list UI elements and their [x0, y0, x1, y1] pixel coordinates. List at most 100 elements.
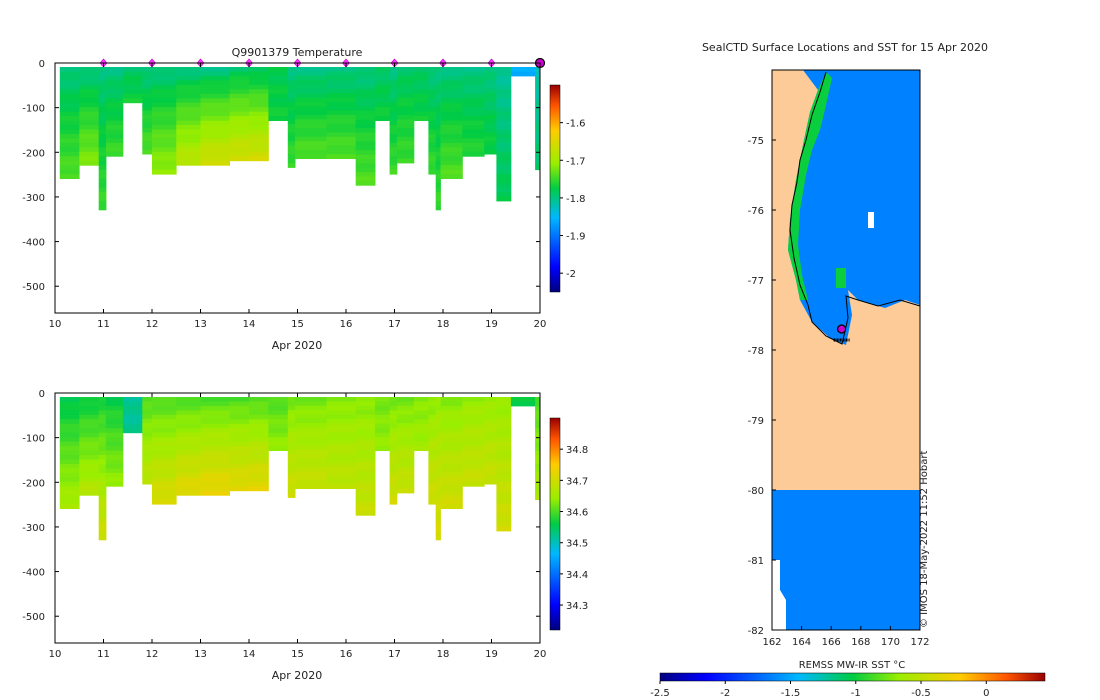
profile-cell: [435, 160, 441, 166]
profile-cell: [287, 71, 296, 77]
sst-colorbar-tick-label: -0.5: [911, 688, 931, 699]
profile-cell: [59, 89, 80, 95]
profile-cell: [496, 116, 512, 121]
profile-cell: [79, 160, 100, 166]
profile-cell: [249, 134, 269, 139]
profile-cell: [428, 481, 437, 487]
profile-cell: [496, 84, 512, 90]
profile-cell: [176, 481, 201, 487]
profile-cell: [326, 84, 357, 90]
profile-cell: [428, 138, 437, 144]
profile-cell: [435, 397, 441, 402]
profile-cell: [326, 401, 357, 407]
profile-cell: [389, 419, 398, 425]
profile-cell: [375, 111, 390, 117]
profile-cell: [79, 67, 100, 72]
profile-cell: [98, 80, 107, 86]
profile-cell: [98, 67, 107, 72]
profile-cell: [268, 102, 289, 108]
profile-cell: [355, 110, 376, 116]
profile-cell: [295, 141, 327, 146]
profile-cell: [200, 437, 230, 443]
profile-cell: [355, 159, 376, 164]
profile-cell: [440, 102, 463, 108]
profile-cell: [389, 134, 398, 139]
profile-cell: [355, 454, 376, 459]
profile-cell: [152, 165, 177, 171]
x-tick-label: 20: [534, 319, 547, 330]
profile-cell: [79, 464, 100, 469]
profile-cell: [152, 111, 177, 117]
profile-cell: [535, 165, 541, 171]
profile-cell: [200, 89, 230, 95]
profile-cell: [355, 106, 376, 112]
profile-cell: [249, 71, 269, 77]
profile-cell: [98, 89, 107, 95]
profile-cell: [355, 401, 376, 407]
sst-colorbar-tick-label: -1: [851, 688, 861, 699]
profile-cell: [535, 397, 541, 402]
profile-cell: [435, 192, 441, 197]
profile-cell: [152, 468, 177, 474]
profile-cell: [79, 125, 100, 130]
profile-cell: [440, 93, 463, 99]
profile-cell: [435, 98, 441, 104]
profile-cell: [295, 458, 327, 463]
profile-cell: [142, 462, 153, 468]
profile-cell: [142, 440, 153, 446]
map-title: SealCTD Surface Locations and SST for 15…: [702, 41, 988, 54]
x-tick-label: 16: [340, 319, 353, 330]
profile-cell: [249, 464, 269, 469]
profile-cell: [142, 410, 153, 415]
profile-cell: [435, 174, 441, 179]
profile-cell: [326, 136, 357, 142]
profile-cell: [428, 459, 437, 465]
profile-cell: [462, 419, 485, 425]
profile-cell: [440, 156, 463, 162]
profile-cell: [428, 477, 437, 483]
profile-cell: [295, 101, 327, 107]
profile-cell: [105, 120, 124, 126]
profile-cell: [535, 129, 541, 135]
profile-cell: [98, 183, 107, 188]
profile-cell: [249, 437, 269, 443]
profile-cell: [484, 466, 497, 472]
profile-cell: [142, 84, 153, 90]
profile-cell: [496, 481, 512, 487]
profile-cell: [389, 441, 398, 447]
profile-cell: [295, 475, 327, 481]
profile-cell: [326, 458, 357, 463]
profile-cell: [122, 71, 143, 77]
profile-cell: [355, 405, 376, 411]
profile-cell: [98, 530, 107, 536]
profile-cell: [229, 111, 250, 117]
profile-cell: [389, 459, 398, 465]
profile-cell: [229, 423, 250, 429]
profile-cell: [200, 151, 230, 157]
profile-cell: [355, 427, 376, 433]
profile-cell: [176, 486, 201, 492]
profile-cell: [375, 107, 390, 113]
profile-cell: [355, 167, 376, 173]
profile-cell: [396, 484, 415, 490]
missing-data-patch: [868, 212, 874, 228]
profile-cell: [462, 71, 485, 77]
profile-cell: [295, 401, 327, 407]
profile-cell: [535, 116, 541, 121]
profile-cell: [326, 154, 357, 159]
profile-cell: [152, 84, 177, 90]
profile-cell: [484, 440, 497, 446]
profile-cell: [355, 88, 376, 94]
profile-cell: [122, 89, 143, 95]
profile-cell: [200, 410, 230, 416]
profile-cell: [105, 441, 124, 447]
profile-cell: [428, 142, 437, 148]
temperature-axes: 10 11 12 13 14 15 16 17 18 19 20 0 -100 -200 -300 -400 -…: [22, 59, 546, 330]
colorbar-tick-label: 34.5: [566, 539, 588, 550]
profile-cell: [295, 462, 327, 468]
profile-cell: [59, 71, 80, 77]
profile-cell: [535, 80, 541, 86]
profile-cell: [200, 414, 230, 420]
profile-cell: [355, 150, 376, 156]
profile-cell: [229, 450, 250, 456]
